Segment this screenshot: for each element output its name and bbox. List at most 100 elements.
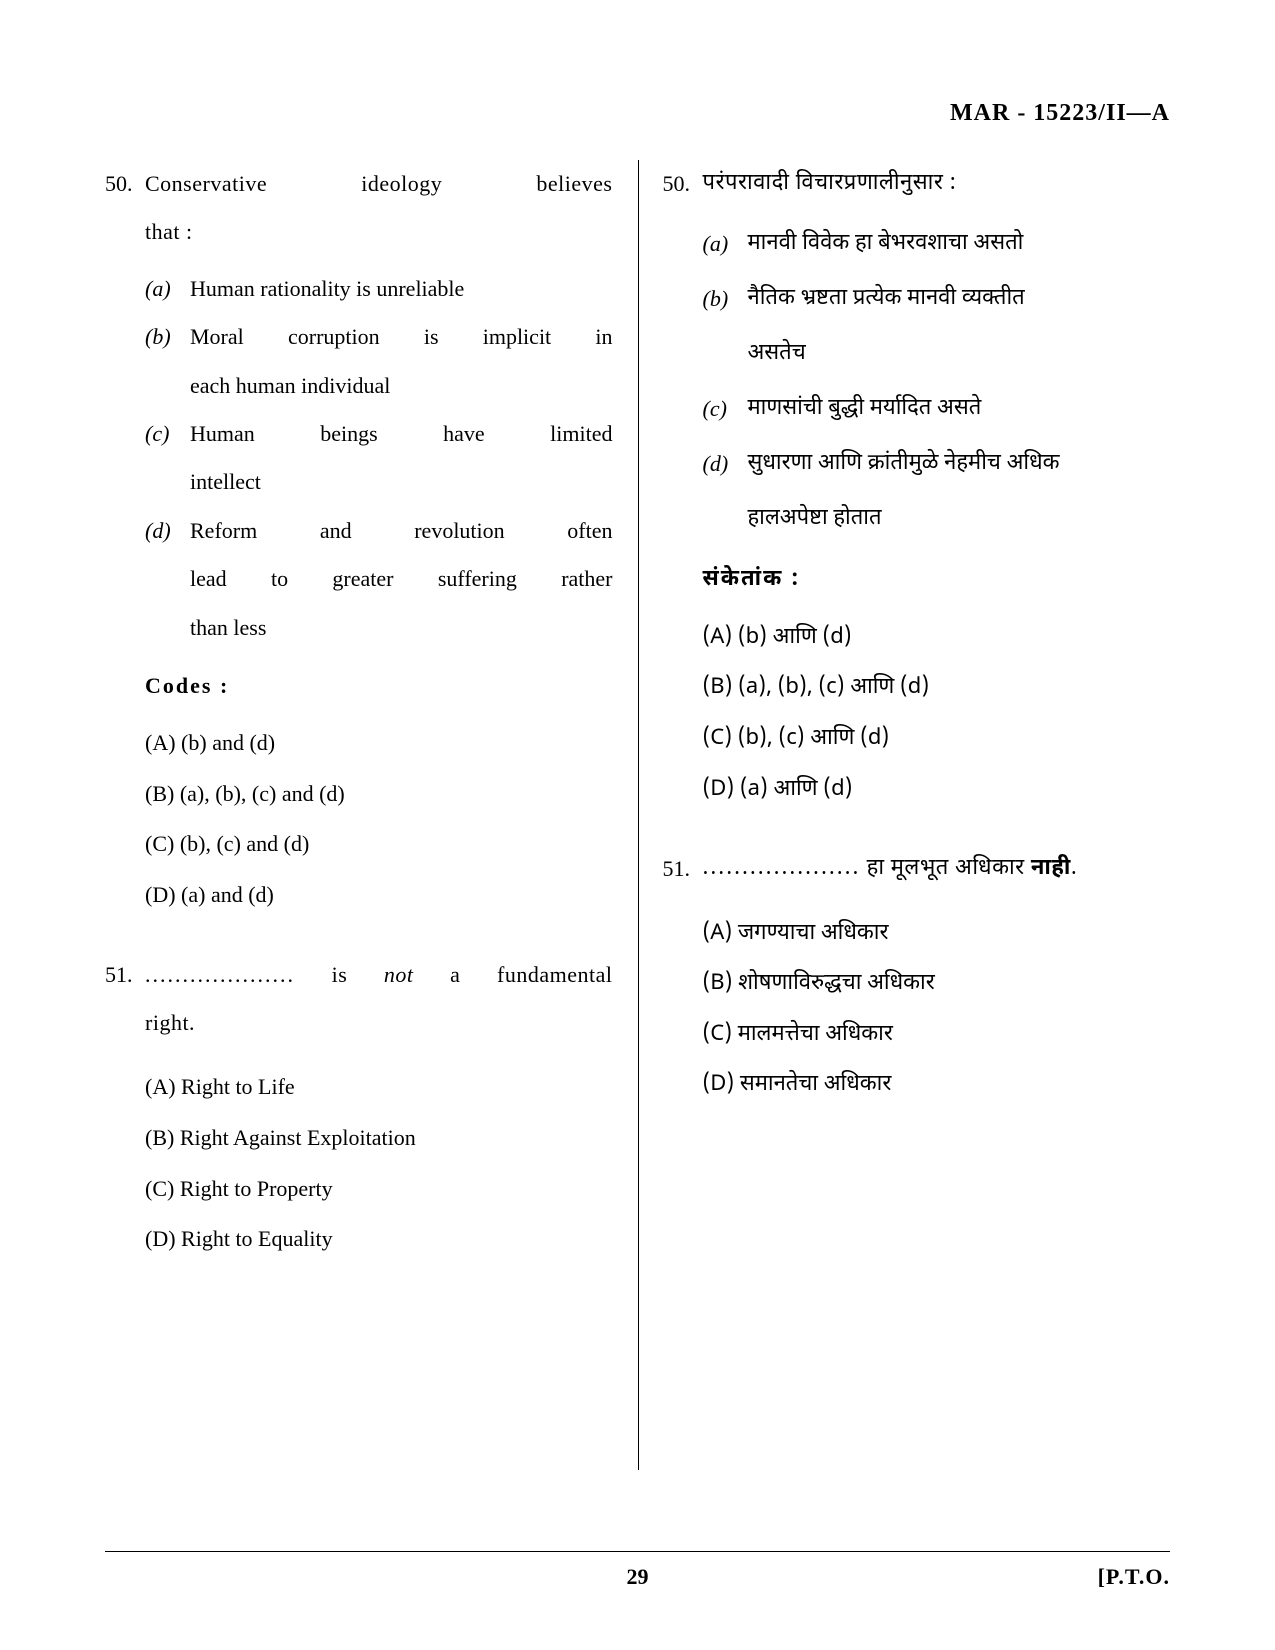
option-label: (d) bbox=[703, 436, 748, 546]
paper-code: MAR - 15223/II—A bbox=[950, 100, 1170, 127]
code-text: (C) मालमत्तेचा अधिकार bbox=[703, 1020, 893, 1049]
code-text: (B) Right Against Exploitation bbox=[145, 1125, 416, 1150]
code-A: (A) (b) आणि (d) bbox=[703, 613, 1171, 664]
option-line: Moral corruption is implicit in bbox=[190, 313, 613, 361]
option-line: than less bbox=[190, 604, 613, 652]
page-number: 29 bbox=[627, 1564, 649, 1590]
option-line: Human beings have limited bbox=[190, 410, 613, 458]
question-text-l1: Conservative ideology believes bbox=[145, 160, 613, 208]
q-text-part: a fundamental bbox=[414, 962, 613, 987]
content-area: 50. Conservative ideology believes that … bbox=[105, 160, 1170, 1470]
option-d: (d) Reform and revolution often lead to … bbox=[145, 507, 613, 652]
question-number: 51. bbox=[663, 845, 703, 1111]
option-label: (d) bbox=[145, 507, 190, 652]
option-text: Reform and revolution often lead to grea… bbox=[190, 507, 613, 652]
option-label: (c) bbox=[703, 381, 748, 436]
answer-codes: (A) Right to Life (B) Right Against Expl… bbox=[145, 1062, 613, 1264]
blank-fill: .................... bbox=[703, 854, 861, 883]
option-text: मानवी विवेक हा बेभरवशाचा असतो bbox=[748, 216, 1171, 271]
sub-options: (a) Human rationality is unreliable (b) … bbox=[145, 265, 613, 652]
option-line: intellect bbox=[190, 458, 613, 506]
option-line: सुधारणा आणि क्रांतीमुळे नेहमीच अधिक bbox=[748, 436, 1171, 491]
code-text: (C) (b), (c) आणि (d) bbox=[703, 724, 890, 753]
code-B: (B) (a), (b), (c) and (d) bbox=[145, 769, 613, 820]
code-text: (D) समानतेचा अधिकार bbox=[703, 1070, 892, 1099]
code-text: (D) (a) आणि (d) bbox=[703, 775, 853, 804]
option-label: (c) bbox=[145, 410, 190, 507]
answer-codes: (A) (b) आणि (d) (B) (a), (b), (c) आणि (d… bbox=[703, 613, 1171, 815]
code-D: (D) (a) आणि (d) bbox=[703, 765, 1171, 816]
question-51-mr: 51. .................... हा मूलभूत अधिका… bbox=[663, 845, 1171, 1111]
option-d: (d) सुधारणा आणि क्रांतीमुळे नेहमीच अधिक … bbox=[703, 436, 1171, 546]
option-c: (c) माणसांची बुद्धी मर्यादित असते bbox=[703, 381, 1171, 436]
code-text: (B) (a), (b), (c) आणि (d) bbox=[703, 673, 930, 702]
pto-label: [P.T.O. bbox=[1098, 1564, 1170, 1590]
question-text: परंपरावादी विचारप्रणालीनुसार : bbox=[703, 160, 1171, 208]
option-label: (b) bbox=[703, 271, 748, 381]
question-number: 50. bbox=[663, 160, 703, 815]
code-B: (B) Right Against Exploitation bbox=[145, 1113, 613, 1164]
page-footer: 29 [P.T.O. bbox=[105, 1551, 1170, 1590]
code-B: (B) शोषणाविरुद्धचा अधिकार bbox=[703, 959, 1171, 1010]
option-label: (b) bbox=[145, 313, 190, 410]
code-text: (A) (b) आणि (d) bbox=[703, 623, 852, 652]
option-text: सुधारणा आणि क्रांतीमुळे नेहमीच अधिक हालअ… bbox=[748, 436, 1171, 546]
blank-fill: .................... bbox=[145, 962, 295, 987]
question-body: .................... is not a fundamenta… bbox=[145, 951, 613, 1265]
code-A: (A) जगण्याचा अधिकार bbox=[703, 909, 1171, 960]
option-c: (c) Human beings have limited intellect bbox=[145, 410, 613, 507]
option-text: Moral corruption is implicit in each hum… bbox=[190, 313, 613, 410]
code-B: (B) (a), (b), (c) आणि (d) bbox=[703, 663, 1171, 714]
column-divider bbox=[638, 160, 639, 1470]
code-text: (D) Right to Equality bbox=[145, 1226, 333, 1251]
code-text: (D) (a) and (d) bbox=[145, 882, 274, 907]
question-body: Conservative ideology believes that : (a… bbox=[145, 160, 613, 921]
option-text: नैतिक भ्रष्टता प्रत्येक मानवी व्यक्तीत अ… bbox=[748, 271, 1171, 381]
option-b: (b) Moral corruption is implicit in each… bbox=[145, 313, 613, 410]
option-label: (a) bbox=[145, 265, 190, 313]
question-body: .................... हा मूलभूत अधिकार ना… bbox=[703, 845, 1171, 1111]
question-text: .................... हा मूलभूत अधिकार ना… bbox=[703, 845, 1171, 893]
code-C: (C) (b), (c) and (d) bbox=[145, 819, 613, 870]
question-50-mr: 50. परंपरावादी विचारप्रणालीनुसार : (a) म… bbox=[663, 160, 1171, 815]
marathi-column: 50. परंपरावादी विचारप्रणालीनुसार : (a) म… bbox=[638, 160, 1171, 1470]
sub-options: (a) मानवी विवेक हा बेभरवशाचा असतो (b) नै… bbox=[703, 216, 1171, 546]
codes-heading: संकेतांक : bbox=[703, 556, 1171, 604]
code-C: (C) मालमत्तेचा अधिकार bbox=[703, 1010, 1171, 1061]
code-D: (D) (a) and (d) bbox=[145, 870, 613, 921]
q-text-part: हा मूलभूत अधिकार bbox=[860, 854, 1030, 883]
option-text: Human beings have limited intellect bbox=[190, 410, 613, 507]
code-text: (B) शोषणाविरुद्धचा अधिकार bbox=[703, 969, 935, 998]
question-50-en: 50. Conservative ideology believes that … bbox=[105, 160, 613, 921]
code-text: (A) (b) and (d) bbox=[145, 730, 275, 755]
option-text: माणसांची बुद्धी मर्यादित असते bbox=[748, 381, 1171, 436]
code-D: (D) समानतेचा अधिकार bbox=[703, 1060, 1171, 1111]
codes-heading: Codes : bbox=[145, 662, 613, 710]
code-A: (A) (b) and (d) bbox=[145, 718, 613, 769]
q-text-part: is bbox=[295, 962, 384, 987]
option-a: (a) Human rationality is unreliable bbox=[145, 265, 613, 313]
option-b: (b) नैतिक भ्रष्टता प्रत्येक मानवी व्यक्त… bbox=[703, 271, 1171, 381]
code-text: (C) Right to Property bbox=[145, 1176, 333, 1201]
option-label: (a) bbox=[703, 216, 748, 271]
answer-codes: (A) जगण्याचा अधिकार (B) शोषणाविरुद्धचा अ… bbox=[703, 909, 1171, 1111]
english-column: 50. Conservative ideology believes that … bbox=[105, 160, 638, 1470]
code-text: (A) जगण्याचा अधिकार bbox=[703, 919, 889, 948]
option-line: नैतिक भ्रष्टता प्रत्येक मानवी व्यक्तीत bbox=[748, 271, 1171, 326]
option-line: each human individual bbox=[190, 362, 613, 410]
q-text-part: . bbox=[1071, 854, 1077, 883]
q-text-italic: not bbox=[384, 962, 414, 987]
option-line: Reform and revolution often bbox=[190, 507, 613, 555]
option-line: हालअपेष्टा होतात bbox=[748, 491, 1171, 546]
question-51-en: 51. .................... is not a fundam… bbox=[105, 951, 613, 1265]
question-text-l2: right. bbox=[145, 999, 613, 1047]
code-text: (A) Right to Life bbox=[145, 1074, 295, 1099]
code-C: (C) Right to Property bbox=[145, 1164, 613, 1215]
code-text: (C) (b), (c) and (d) bbox=[145, 831, 309, 856]
option-line: असतेच bbox=[748, 326, 1171, 381]
question-text-l1: .................... is not a fundamenta… bbox=[145, 951, 613, 999]
option-text: Human rationality is unreliable bbox=[190, 265, 613, 313]
question-body: परंपरावादी विचारप्रणालीनुसार : (a) मानवी… bbox=[703, 160, 1171, 815]
question-number: 50. bbox=[105, 160, 145, 921]
code-D: (D) Right to Equality bbox=[145, 1214, 613, 1265]
